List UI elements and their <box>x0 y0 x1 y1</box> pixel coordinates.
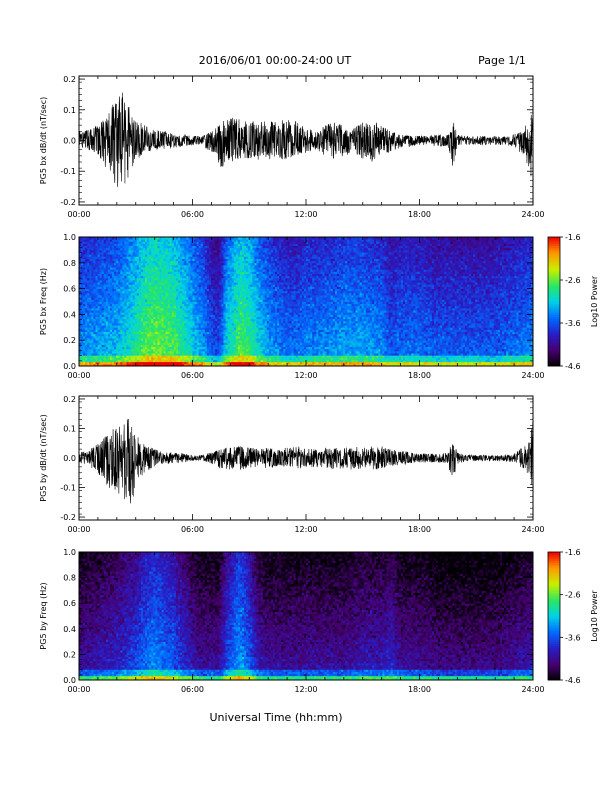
x-tick-label: 06:00 <box>181 210 204 219</box>
x-tick-label: 00:00 <box>67 210 90 219</box>
x-tick-label: 12:00 <box>294 210 317 219</box>
y-axis-label: PG5 bx dB/dt (nT/sec) <box>39 97 48 184</box>
series-line <box>79 93 533 187</box>
timeseries-panel-0: 00:00 06:00 12:00 18:00 24:00 -0.2 -0.1 0.0 0.1 0… <box>39 75 545 219</box>
y-tick-label: -0.2 <box>60 198 76 207</box>
spectrogram-cells <box>79 237 533 366</box>
y-tick-label: 0.1 <box>63 106 76 115</box>
page-number: Page 1/1 <box>478 54 526 67</box>
x-tick-label: 18:00 <box>408 210 431 219</box>
page-title: 2016/06/01 00:00-24:00 UT <box>199 54 352 67</box>
chart-panels: 00:00 06:00 12:00 18:00 24:00 -0.2 -0.1 0.0 0.1 0… <box>39 75 599 694</box>
y-tick-label: -0.1 <box>60 167 76 176</box>
y-tick-label: 0.2 <box>63 75 76 84</box>
y-tick-label: 0.0 <box>63 137 76 146</box>
x-tick-label: 24:00 <box>521 210 544 219</box>
spectrogram-panel-1: 00:00 06:00 12:00 18:00 24:000.00.20.40.60.8… <box>39 233 599 380</box>
